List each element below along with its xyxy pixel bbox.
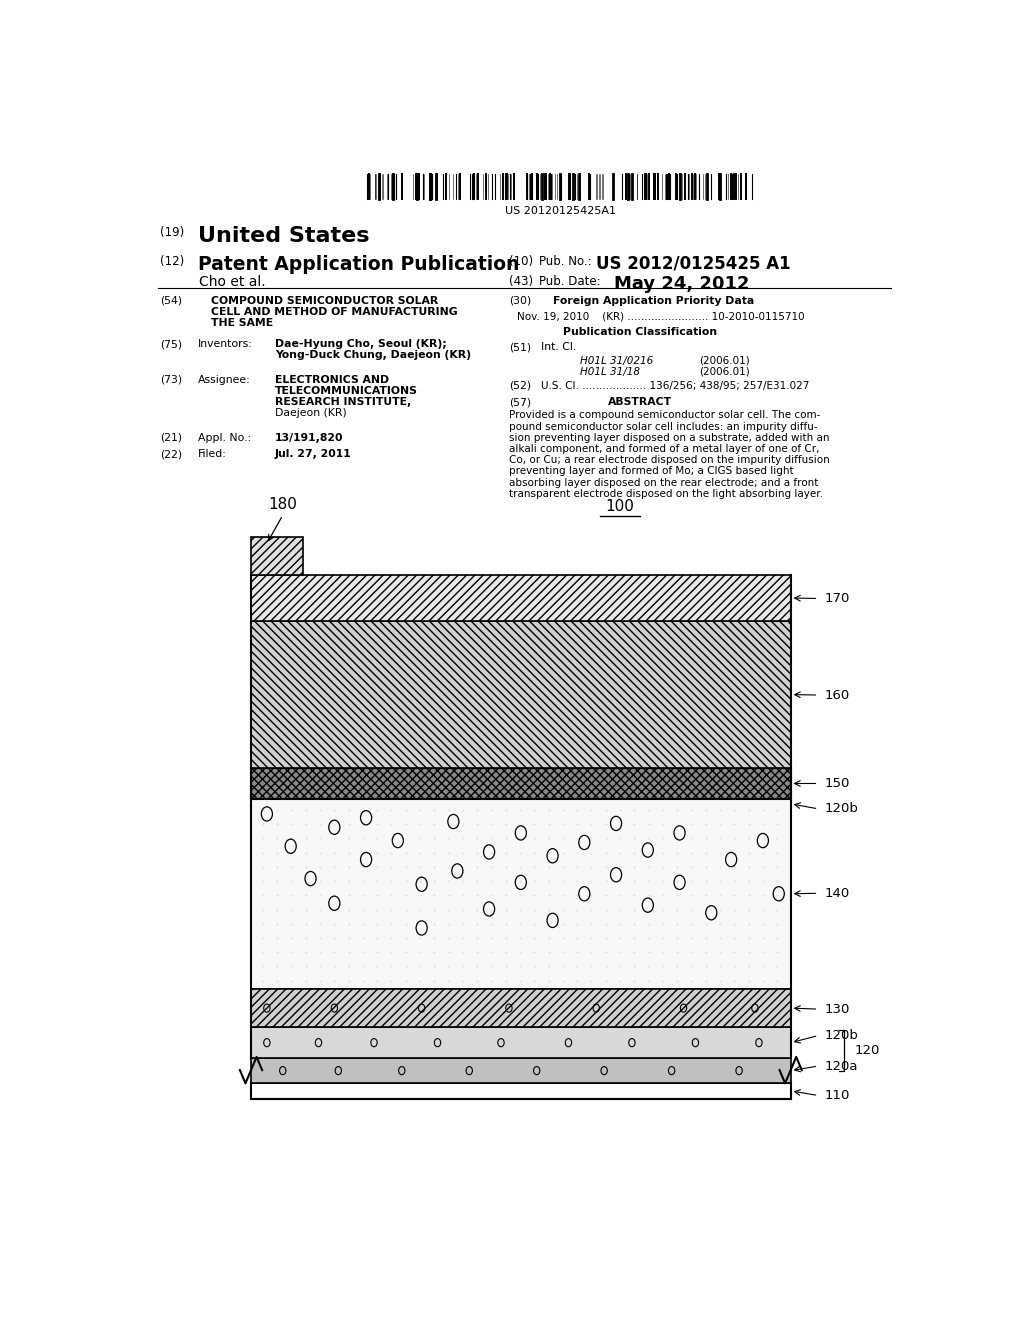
Text: THE SAME: THE SAME bbox=[211, 318, 273, 327]
Text: 130: 130 bbox=[824, 1003, 850, 1015]
Text: Yong-Duck Chung, Daejeon (KR): Yong-Duck Chung, Daejeon (KR) bbox=[274, 351, 471, 360]
Text: absorbing layer disposed on the rear electrode; and a front: absorbing layer disposed on the rear ele… bbox=[509, 478, 818, 487]
Text: 120b: 120b bbox=[824, 803, 859, 816]
Text: (43): (43) bbox=[509, 276, 534, 288]
Text: 160: 160 bbox=[824, 689, 850, 701]
Text: alkali component, and formed of a metal layer of one of Cr,: alkali component, and formed of a metal … bbox=[509, 444, 819, 454]
Text: ABSTRACT: ABSTRACT bbox=[608, 397, 672, 408]
Text: Co, or Cu; a rear electrode disposed on the impurity diffusion: Co, or Cu; a rear electrode disposed on … bbox=[509, 455, 829, 465]
Text: ELECTRONICS AND: ELECTRONICS AND bbox=[274, 375, 389, 385]
Text: 120a: 120a bbox=[824, 1060, 858, 1073]
Bar bbox=[251, 620, 791, 768]
Text: 110: 110 bbox=[824, 1089, 850, 1102]
Text: 150: 150 bbox=[824, 777, 850, 789]
Text: 170: 170 bbox=[824, 591, 850, 605]
Text: CELL AND METHOD OF MANUFACTURING: CELL AND METHOD OF MANUFACTURING bbox=[211, 306, 458, 317]
Text: Assignee:: Assignee: bbox=[198, 375, 251, 385]
Text: TELECOMMUNICATIONS: TELECOMMUNICATIONS bbox=[274, 385, 418, 396]
Text: (19): (19) bbox=[160, 227, 184, 239]
Text: COMPOUND SEMICONDUCTOR SOLAR: COMPOUND SEMICONDUCTOR SOLAR bbox=[211, 296, 438, 306]
Text: 180: 180 bbox=[268, 498, 297, 512]
Text: H01L 31/18: H01L 31/18 bbox=[581, 367, 640, 376]
Bar bbox=[251, 1027, 791, 1057]
Text: (57): (57) bbox=[509, 397, 531, 408]
Text: Pub. No.:: Pub. No.: bbox=[539, 255, 592, 268]
Text: (51): (51) bbox=[509, 342, 531, 352]
Bar bbox=[251, 1084, 791, 1098]
Text: Nov. 19, 2010    (KR) ........................ 10-2010-0115710: Nov. 19, 2010 (KR) .....................… bbox=[517, 312, 805, 322]
Text: 120b: 120b bbox=[824, 1030, 859, 1041]
Text: United States: United States bbox=[198, 227, 370, 247]
Text: Pub. Date:: Pub. Date: bbox=[539, 276, 601, 288]
Text: US 20120125425A1: US 20120125425A1 bbox=[505, 206, 616, 216]
Bar bbox=[251, 799, 791, 989]
Text: U.S. Cl. ................... 136/256; 438/95; 257/E31.027: U.S. Cl. ................... 136/256; 43… bbox=[541, 381, 809, 391]
Bar bbox=[251, 768, 791, 799]
Text: (54): (54) bbox=[160, 296, 182, 306]
Bar bbox=[251, 989, 791, 1027]
Bar bbox=[251, 576, 791, 620]
Text: 120: 120 bbox=[854, 1044, 880, 1057]
Text: (2006.01): (2006.01) bbox=[699, 355, 751, 366]
Text: sion preventing layer disposed on a substrate, added with an: sion preventing layer disposed on a subs… bbox=[509, 433, 829, 442]
Text: (12): (12) bbox=[160, 255, 184, 268]
Text: (75): (75) bbox=[160, 339, 182, 350]
Text: Daejeon (KR): Daejeon (KR) bbox=[274, 408, 346, 418]
Bar bbox=[251, 1057, 791, 1084]
Text: Inventors:: Inventors: bbox=[198, 339, 253, 350]
Text: US 2012/0125425 A1: US 2012/0125425 A1 bbox=[596, 255, 791, 273]
Text: (21): (21) bbox=[160, 433, 182, 442]
Text: preventing layer and formed of Mo; a CIGS based light: preventing layer and formed of Mo; a CIG… bbox=[509, 466, 794, 477]
Text: 140: 140 bbox=[824, 887, 850, 900]
Text: Patent Application Publication: Patent Application Publication bbox=[198, 255, 519, 275]
Text: 100: 100 bbox=[605, 499, 635, 515]
Text: (10): (10) bbox=[509, 255, 534, 268]
Text: (2006.01): (2006.01) bbox=[699, 367, 751, 376]
Text: May 24, 2012: May 24, 2012 bbox=[613, 276, 750, 293]
Text: (22): (22) bbox=[160, 449, 182, 459]
Text: Provided is a compound semiconductor solar cell. The com-: Provided is a compound semiconductor sol… bbox=[509, 411, 820, 421]
Text: Int. Cl.: Int. Cl. bbox=[541, 342, 575, 352]
Text: (73): (73) bbox=[160, 375, 182, 385]
Bar bbox=[251, 536, 303, 576]
Text: Jul. 27, 2011: Jul. 27, 2011 bbox=[274, 449, 351, 459]
Text: Filed:: Filed: bbox=[198, 449, 226, 459]
Text: Foreign Application Priority Data: Foreign Application Priority Data bbox=[553, 296, 754, 306]
Text: 13/191,820: 13/191,820 bbox=[274, 433, 343, 442]
Text: RESEARCH INSTITUTE,: RESEARCH INSTITUTE, bbox=[274, 397, 411, 408]
Text: Appl. No.:: Appl. No.: bbox=[198, 433, 251, 442]
Text: (52): (52) bbox=[509, 381, 531, 391]
Text: pound semiconductor solar cell includes: an impurity diffu-: pound semiconductor solar cell includes:… bbox=[509, 421, 817, 432]
Text: Publication Classification: Publication Classification bbox=[563, 327, 717, 337]
Text: Dae-Hyung Cho, Seoul (KR);: Dae-Hyung Cho, Seoul (KR); bbox=[274, 339, 446, 350]
Text: Cho et al.: Cho et al. bbox=[200, 276, 266, 289]
Text: H01L 31/0216: H01L 31/0216 bbox=[581, 355, 653, 366]
Text: (30): (30) bbox=[509, 296, 531, 306]
Text: transparent electrode disposed on the light absorbing layer.: transparent electrode disposed on the li… bbox=[509, 488, 823, 499]
